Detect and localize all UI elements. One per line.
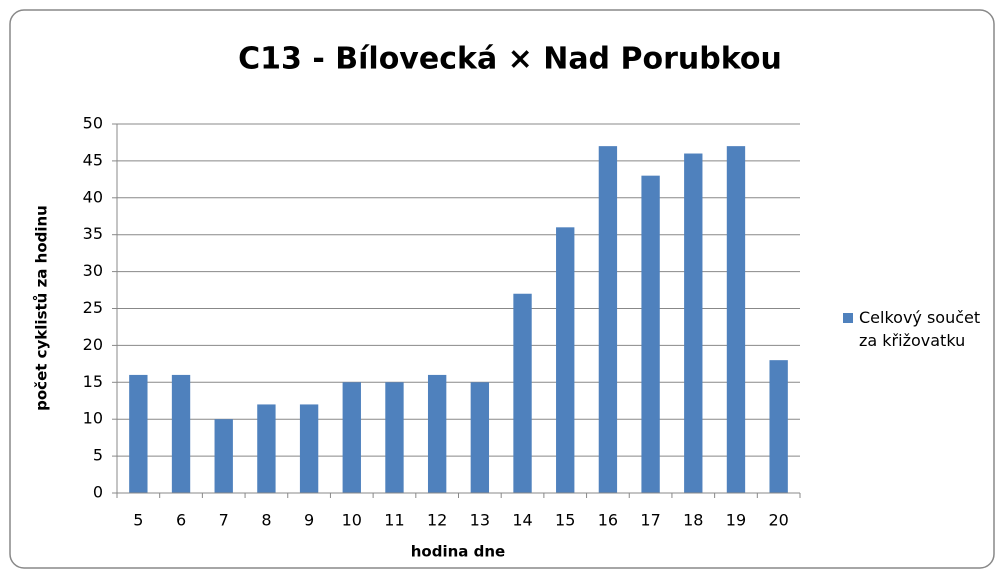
chart-frame <box>9 9 995 569</box>
y-tick-label: 30 <box>83 261 103 280</box>
x-tick-label: 20 <box>768 511 788 530</box>
bar <box>513 293 532 493</box>
x-tick-label: 5 <box>133 511 143 530</box>
x-tick-label: 11 <box>384 511 404 530</box>
legend: Celkový součet za křižovatku <box>840 306 990 352</box>
bar <box>342 382 361 493</box>
y-tick-label: 45 <box>83 150 103 169</box>
y-tick-label: 40 <box>83 187 103 206</box>
y-tick-label: 10 <box>83 409 103 428</box>
x-tick-label: 8 <box>261 511 271 530</box>
y-axis-label: počet cyklistů za hodinu <box>33 205 51 411</box>
bar <box>684 153 703 493</box>
bar <box>299 404 319 493</box>
bar <box>769 360 788 493</box>
bar <box>556 227 575 493</box>
bar <box>129 374 148 493</box>
x-tick-label: 13 <box>470 511 490 530</box>
bar <box>726 146 746 493</box>
x-tick-label: 10 <box>342 511 362 530</box>
bar <box>257 404 276 493</box>
legend-label: Celkový součet za křižovatku <box>859 308 981 350</box>
x-tick-label: 15 <box>555 511 575 530</box>
bar <box>385 382 404 493</box>
x-tick-label: 19 <box>726 511 746 530</box>
y-tick-label: 15 <box>83 372 103 391</box>
x-tick-label: 9 <box>304 511 314 530</box>
x-tick-label: 17 <box>640 511 660 530</box>
bar <box>171 374 191 493</box>
y-tick-label: 0 <box>93 483 103 502</box>
bar <box>427 374 447 493</box>
x-tick-label: 12 <box>427 511 447 530</box>
y-tick-label: 50 <box>83 114 103 133</box>
x-axis-label: hodina dne <box>411 543 505 561</box>
x-tick-label: 7 <box>219 511 229 530</box>
y-tick-label: 5 <box>93 446 103 465</box>
y-tick-label: 20 <box>83 335 103 354</box>
x-tick-label: 16 <box>598 511 618 530</box>
bar <box>470 382 490 493</box>
y-tick-label: 25 <box>83 298 103 317</box>
x-tick-label: 14 <box>512 511 532 530</box>
x-tick-label: 18 <box>683 511 703 530</box>
bar <box>598 146 618 493</box>
legend-swatch <box>843 313 853 323</box>
bar <box>641 175 660 493</box>
bar <box>214 419 233 493</box>
x-tick-label: 6 <box>176 511 186 530</box>
y-tick-label: 35 <box>83 224 103 243</box>
chart-title: C13 - Bílovecká × Nad Porubkou <box>238 42 782 77</box>
